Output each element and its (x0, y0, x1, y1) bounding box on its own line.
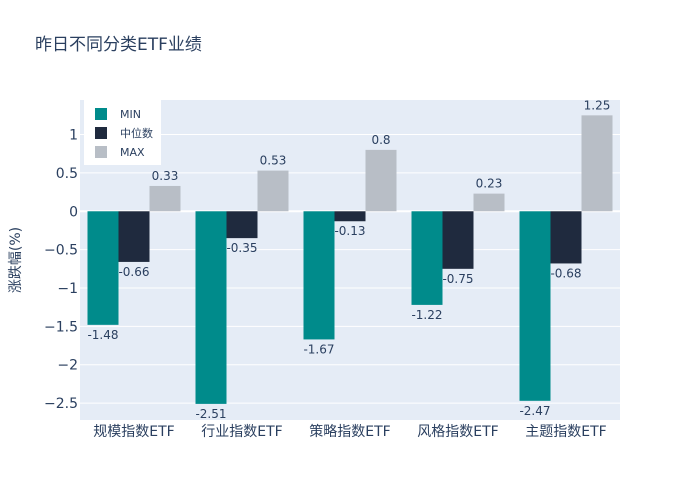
x-tick-label: 风格指数ETF (417, 424, 498, 440)
bar[interactable] (195, 211, 227, 404)
legend[interactable]: MIN 中位数 MAX (84, 100, 161, 165)
data-label: -0.75 (442, 272, 473, 286)
bar[interactable] (334, 211, 366, 222)
bar[interactable] (519, 211, 551, 401)
bar[interactable] (411, 211, 443, 305)
bar[interactable] (226, 211, 258, 239)
data-label: 0.53 (260, 154, 287, 168)
bar[interactable] (550, 211, 582, 264)
bar[interactable] (257, 170, 289, 212)
legend-item-label[interactable]: 中位数 (120, 126, 153, 140)
data-label: -0.66 (118, 265, 149, 279)
data-label: -0.13 (334, 224, 365, 238)
data-labels: -1.48 -0.66 0.33 -2.51 -0.35 0.53 -1.67 -0.13 0.… (87, 98, 610, 421)
legend-swatch[interactable] (95, 127, 107, 139)
data-label: -1.48 (87, 328, 118, 342)
bar[interactable] (303, 211, 335, 340)
data-label: -0.35 (226, 241, 257, 255)
bar[interactable] (87, 211, 119, 325)
y-axis-ticks: 1 0.5 0 −0.5 −1 −1.5 −2 −2.5 (44, 128, 78, 413)
data-label: 1.25 (584, 98, 611, 112)
bars (87, 115, 613, 404)
legend-item-label[interactable]: MIN (120, 108, 141, 121)
x-tick-label: 规模指数ETF (93, 424, 174, 440)
x-tick-label: 行业指数ETF (201, 424, 282, 440)
bar[interactable] (118, 211, 150, 262)
chart-title: 昨日不同分类ETF业绩 (35, 35, 202, 55)
legend-swatch[interactable] (95, 108, 107, 120)
data-label: -2.51 (195, 407, 226, 421)
bar[interactable] (581, 115, 613, 212)
bar[interactable] (442, 211, 474, 269)
data-label: -1.67 (303, 342, 334, 356)
data-label: 0.23 (476, 177, 503, 191)
data-label: -1.22 (411, 308, 442, 322)
bar[interactable] (149, 185, 181, 212)
y-tick-label: −2.5 (44, 396, 78, 412)
bar[interactable] (473, 193, 505, 212)
x-tick-label: 策略指数ETF (309, 423, 390, 440)
y-tick-label: −1 (57, 281, 78, 297)
x-tick-label: 主题指数ETF (525, 424, 606, 440)
legend-swatch[interactable] (95, 146, 107, 158)
legend-item-label[interactable]: MAX (120, 146, 145, 159)
data-label: 0.33 (152, 169, 179, 183)
y-tick-label: 1 (69, 128, 78, 144)
data-label: -0.68 (550, 266, 581, 280)
data-label: 0.8 (371, 133, 390, 147)
y-tick-label: −1.5 (44, 319, 78, 335)
y-tick-label: −2 (57, 358, 78, 374)
y-axis-label: 涨跌幅(%) (8, 227, 24, 293)
data-label: -2.47 (519, 404, 550, 418)
bar[interactable] (365, 149, 397, 212)
y-tick-label: −0.5 (44, 243, 78, 259)
y-tick-label: 0 (69, 204, 78, 220)
y-tick-label: 0.5 (56, 166, 78, 182)
x-axis-ticks: 规模指数ETF 行业指数ETF 策略指数ETF 风格指数ETF 主题指数ETF (93, 423, 606, 440)
